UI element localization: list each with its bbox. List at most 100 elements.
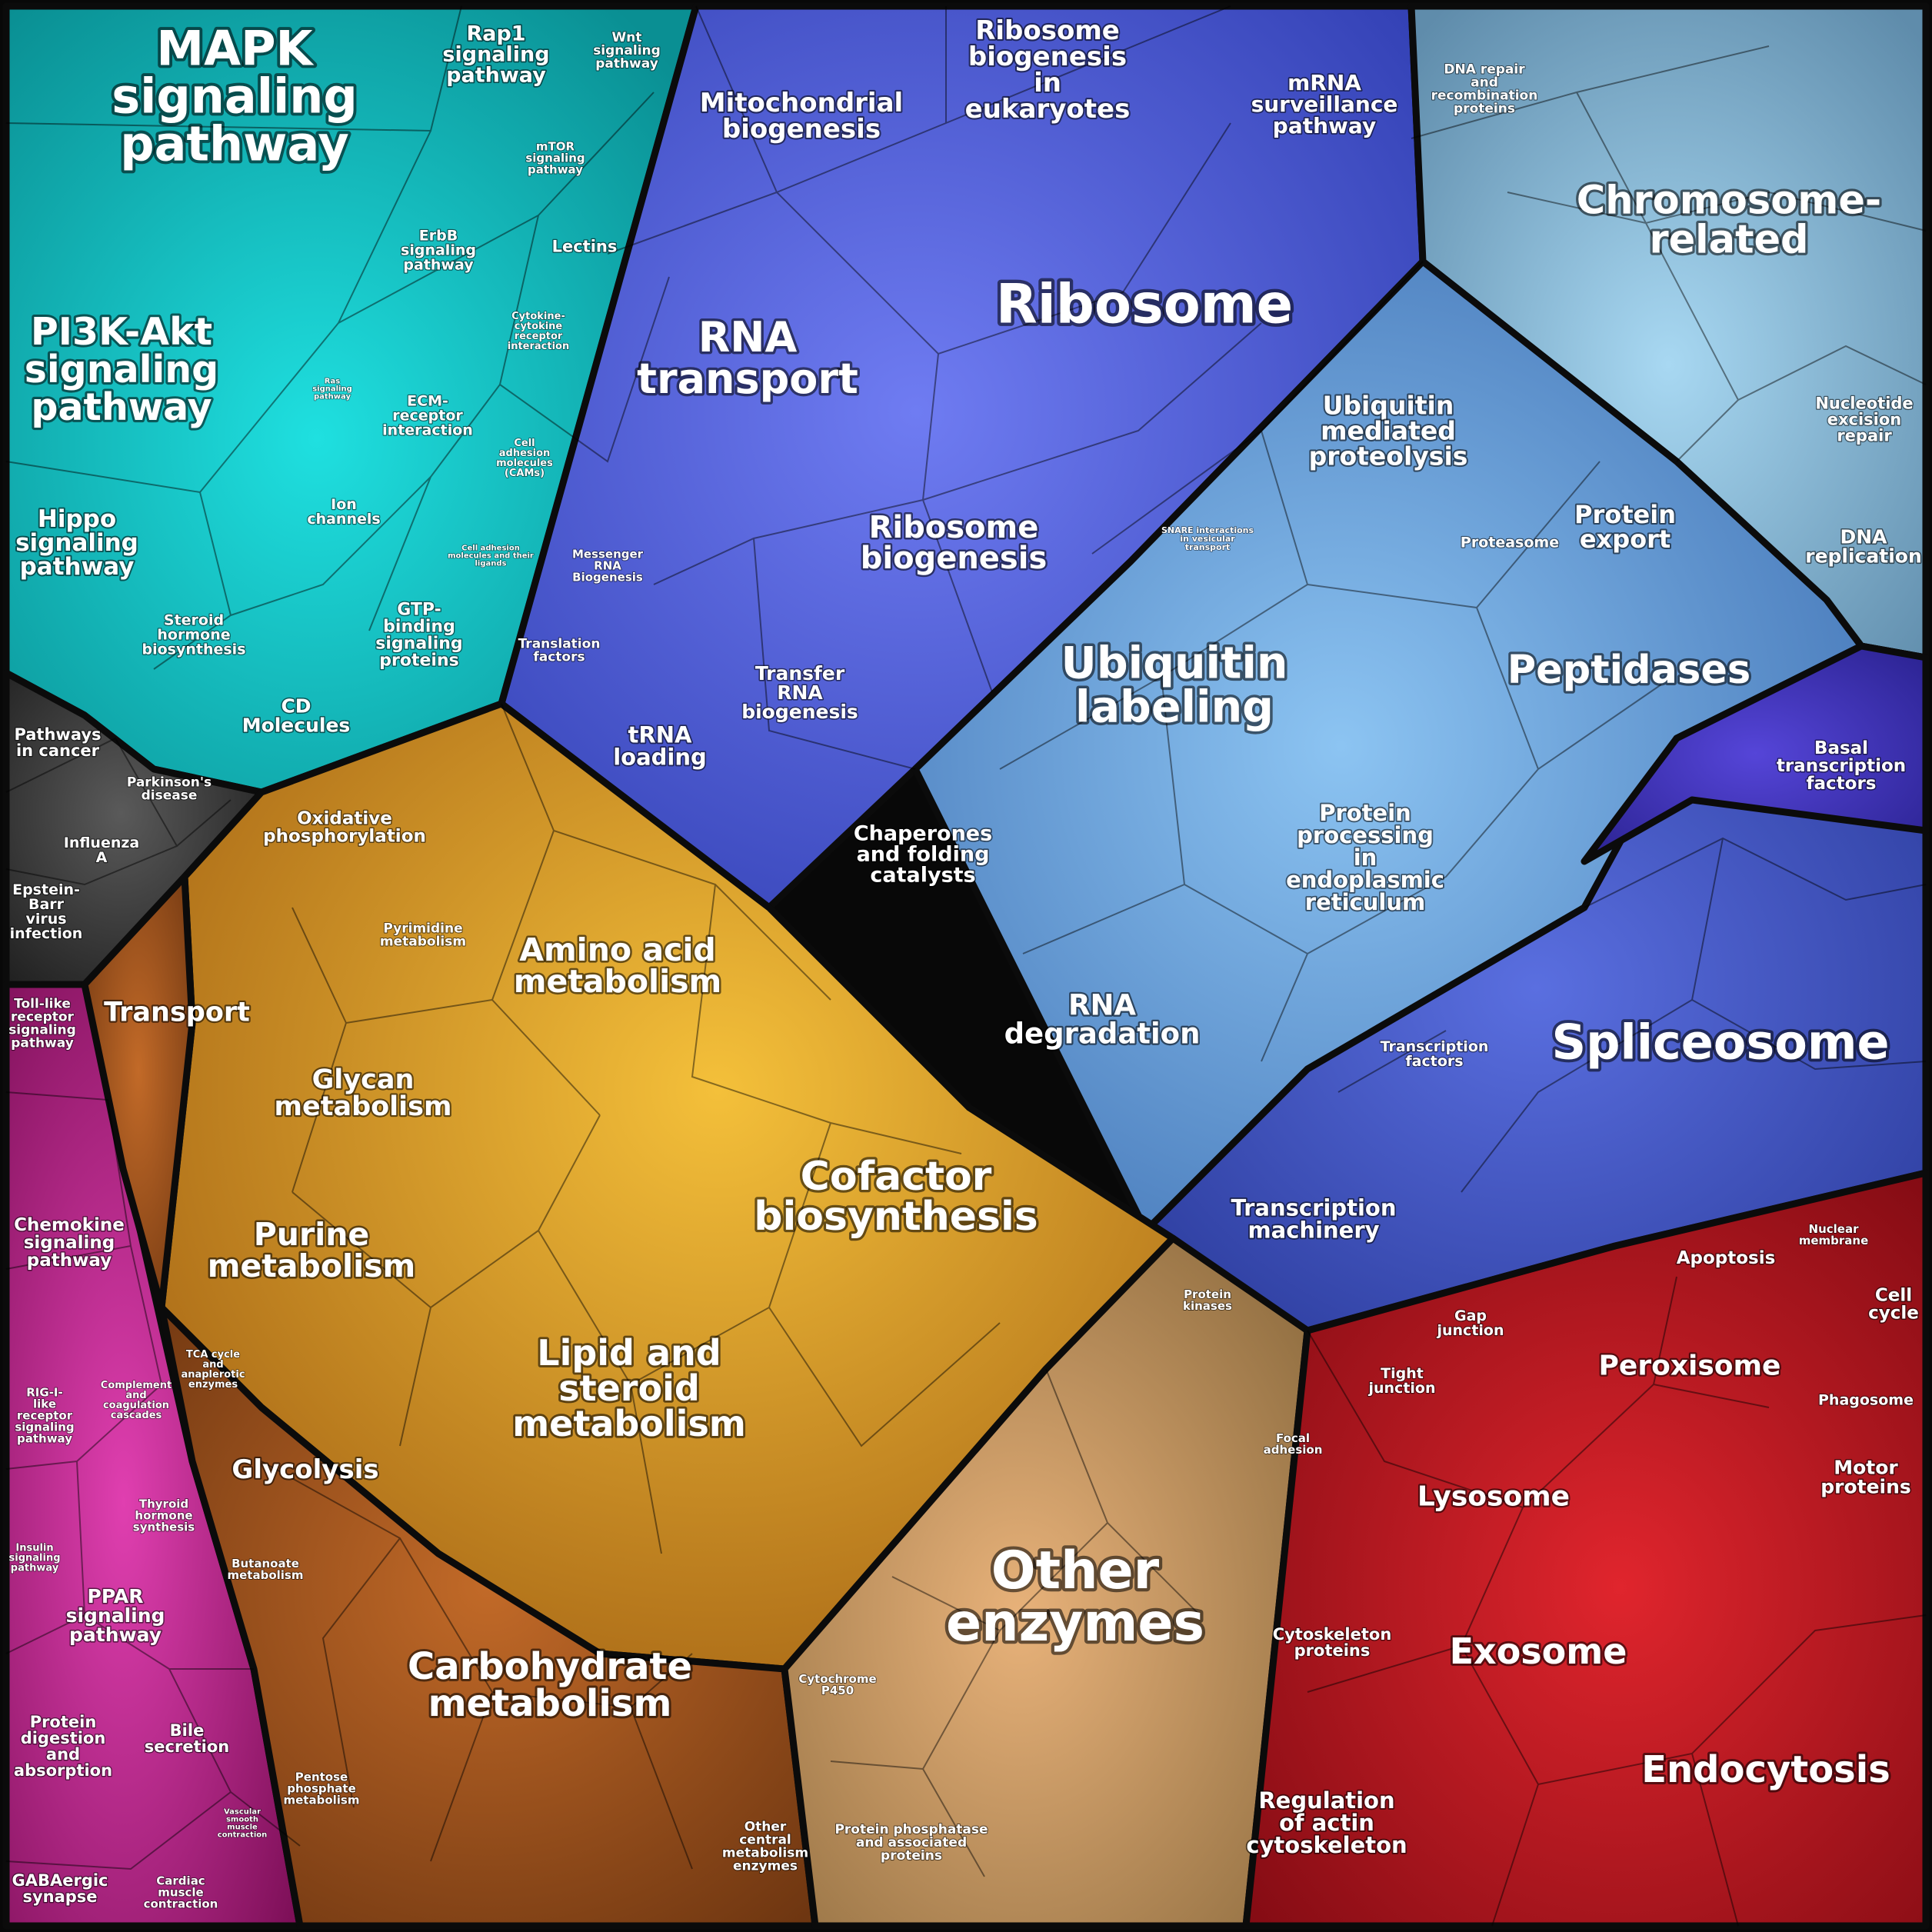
cell-label-transcription-machinery: machinery [1247,1217,1379,1244]
cell-label-rap1-signaling-pathway: pathway [446,63,546,87]
cell-label-transcription-factors: Transcription [1381,1038,1489,1055]
cell-label-nucleotide-excision-repair: excision [1827,410,1902,428]
cell-label-protein-processing-in-endoplasmic-reticulum: endoplasmic [1286,867,1444,893]
cell-label-cardiac-muscle-contraction: Cardiac [156,1874,205,1887]
cell-label-oxidative-phosphorylation: Oxidative [297,809,392,829]
cell-label-insulin-signaling-pathway: pathway [11,1563,59,1574]
cell-label-rna-degradation: degradation [1004,1017,1201,1050]
cell-label-basal-transcription-factors: transcription [1777,756,1906,776]
cell-label-gabaergic-synapse: synapse [22,1887,97,1906]
cell-label-vascular-smooth-muscle-contraction: smooth [226,1816,258,1824]
cell-label-gap-junction: Gap [1454,1307,1487,1324]
cell-label-toll-like-receptor-signaling-pathway: pathway [11,1035,74,1051]
cell-label-steroid-hormone-biosynthesis: Steroid [164,612,224,629]
cell-label-pathways-in-cancer: Pathways [14,725,101,744]
cell-label-exosome: Exosome [1450,1631,1627,1672]
cell-label-dna-repair-and-recombination-proteins: DNA repair [1444,62,1525,77]
cell-label-protein-digestion-and-absorption: Protein [30,1713,97,1731]
cell-label-pentose-phosphate-metabolism: Pentose [295,1770,348,1784]
cell-label-dna-replication: DNA [1840,525,1887,548]
cell-label-transport: Transport [104,997,250,1028]
cell-label-nuclear-membrane: membrane [1799,1234,1869,1247]
cell-label-transcription-machinery: Transcription [1231,1195,1397,1221]
cell-label-mtor-signaling-pathway: mTOR [536,139,575,153]
cell-label-translation-factors: Translation [518,636,601,651]
cell-label-toll-like-receptor-signaling-pathway: receptor [11,1009,74,1024]
cell-label-gap-junction: junction [1436,1322,1504,1339]
cell-label-rna-degradation: RNA [1068,988,1136,1021]
cell-label-mapk-signaling-pathway: signaling [112,68,358,125]
cell-label-epstein-barr-virus-infection: infection [10,925,83,942]
cell-label-wnt-signaling-pathway: pathway [595,56,658,72]
cell-label-mrna-surveillance-pathway: mRNA [1287,70,1361,95]
cell-boundaries [5,5,1927,1927]
cell-label-cell-cycle: cycle [1868,1304,1919,1324]
cell-label-ubiquitin-mediated-proteolysis: proteolysis [1309,441,1468,471]
cell-label-gtp-binding-signaling-proteins: proteins [379,651,458,671]
cell-spliceosome: Spliceosome [1549,1011,1893,1074]
cell-label-focal-adhesion: adhesion [1264,1443,1323,1457]
cell-label-basal-transcription-factors: Basal [1814,738,1868,758]
cell-label-vascular-smooth-muscle-contraction: muscle [227,1824,258,1832]
cell-label-complement-and-coagulation-cascades: cascades [111,1410,162,1421]
cell-label-ion-channels: Ion [331,496,357,513]
cell-label-protein-processing-in-endoplasmic-reticulum: Protein [1319,800,1411,826]
cell-label-gtp-binding-signaling-proteins: signaling [375,635,462,654]
cell-label-lipid-and-steroid-metabolism: Lipid and [537,1332,721,1374]
cell-glycolysis: Glycolysis [230,1453,380,1487]
cell-label-cell-adhesion-molecules-cams: molecules [496,458,553,469]
cell-label-ribosome-biogenesis-in-eukaryotes: biogenesis [968,42,1127,72]
cell-label-thyroid-hormone-synthesis: hormone [135,1508,192,1522]
cell-label-toll-like-receptor-signaling-pathway: Toll-like [14,996,71,1011]
cell-label-gtp-binding-signaling-proteins: binding [383,618,455,637]
cell-label-thyroid-hormone-synthesis: Thyroid [139,1497,188,1511]
cell-label-protein-phosphatase-and-associated-proteins: and associated [856,1835,967,1850]
cell-label-dna-replication: replication [1805,545,1922,567]
cell-label-protein-export: Protein [1574,500,1676,529]
cell-label-wnt-signaling-pathway: Wnt [612,30,642,45]
cell-label-mapk-signaling-pathway: pathway [120,116,349,172]
cell-label-ribosome: Ribosome [996,273,1293,336]
cell-lectins: Lectins [551,236,618,257]
cell-label-chromosome-related: related [1649,217,1808,262]
cell-exosome: Exosome [1447,1628,1630,1674]
cell-label-mapk-signaling-pathway: MAPK [156,21,314,77]
cell-label-hippo-signaling-pathway: signaling [15,529,138,557]
cell-label-ribosome-biogenesis-in-eukaryotes: eukaryotes [965,94,1131,125]
cell-label-apoptosis: Apoptosis [1677,1248,1776,1268]
cell-peroxisome: Peroxisome [1597,1348,1782,1384]
cell-label-endocytosis: Endocytosis [1641,1748,1890,1791]
cell-label-amino-acid-metabolism: metabolism [514,963,722,1000]
cell-label-transfer-rna-biogenesis: biogenesis [741,701,858,723]
cell-label-ppar-signaling-pathway: signaling [66,1604,165,1627]
cell-label-ubiquitin-labeling: labeling [1075,681,1274,732]
cell-label-messenger-rna-biogenesis: RNA [594,558,621,572]
cell-label-other-central-metabolism-enzymes: central [739,1832,791,1847]
cell-label-chemokine-signaling-pathway: pathway [27,1251,112,1271]
cell-label-protein-processing-in-endoplasmic-reticulum: reticulum [1305,889,1425,915]
cell-label-snare-interactions-in-vesicular-transport: SNARE interactions [1161,525,1254,535]
